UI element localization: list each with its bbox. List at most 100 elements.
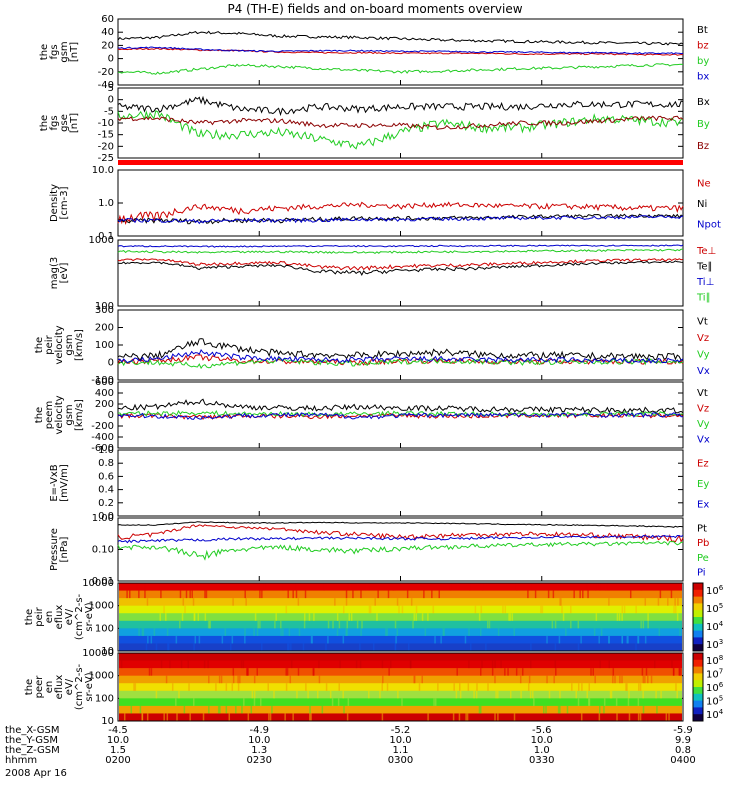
spectrogram-texture xyxy=(237,683,240,691)
legend-item: Vx xyxy=(697,366,710,377)
spectrogram-texture xyxy=(603,705,605,714)
spectrogram-texture xyxy=(247,713,250,721)
spectrogram-texture xyxy=(579,590,581,599)
spectrogram-texture xyxy=(191,590,193,599)
spectrogram-texture xyxy=(608,660,611,669)
y-tick-label: 0 xyxy=(108,358,114,369)
spectrogram-texture xyxy=(138,628,140,636)
spectrogram-texture xyxy=(356,583,358,591)
legend-item: Pt xyxy=(697,523,707,534)
panel-density: Density [cm-3] 10.0 1.0 0.1 Ne Ni Npot xyxy=(49,165,721,242)
spectrogram-texture xyxy=(309,713,311,721)
series-Vx xyxy=(117,411,684,420)
spectrogram-texture xyxy=(662,653,664,661)
colorbar-tick-label: 104 xyxy=(706,708,724,721)
spectrogram-texture xyxy=(392,583,395,591)
spectrogram-texture xyxy=(388,668,390,676)
spectrogram-texture xyxy=(480,668,482,676)
spectrogram-texture xyxy=(146,598,149,606)
spectrogram-texture xyxy=(291,653,293,661)
spectrogram-texture xyxy=(655,690,657,699)
colorbar-segment xyxy=(693,680,703,688)
spectrogram-texture xyxy=(638,683,640,691)
legend-item: Ni xyxy=(697,199,707,210)
spectrogram-texture xyxy=(261,590,263,599)
spectrogram-texture xyxy=(280,628,282,636)
spectrogram-texture xyxy=(165,613,167,621)
spectrogram-texture xyxy=(286,643,289,651)
spectrogram-texture xyxy=(312,668,314,676)
series-Vx xyxy=(117,349,684,364)
spectrogram-texture xyxy=(511,613,514,621)
spectrogram-texture xyxy=(588,698,591,706)
spectrogram-texture xyxy=(181,613,184,621)
legend-item: Pb xyxy=(697,538,709,549)
spectrogram-texture xyxy=(178,690,180,699)
spectrogram-texture xyxy=(296,690,298,699)
y-tick-label: -25 xyxy=(98,153,114,164)
spectrogram-texture xyxy=(530,660,532,669)
spectrogram-texture xyxy=(167,643,170,651)
legend-item: bz xyxy=(697,40,709,51)
spectrogram-texture xyxy=(192,598,195,606)
spectrogram-texture xyxy=(259,583,261,591)
spectrogram-texture xyxy=(185,590,188,599)
spectrogram-texture xyxy=(531,583,533,591)
legend-item: Vy xyxy=(697,349,710,360)
spectrogram-texture xyxy=(180,660,183,669)
spectrogram-texture xyxy=(598,583,601,591)
x-axis-row-label: the_X-GSM xyxy=(5,725,59,736)
legend-item: Vz xyxy=(697,333,709,344)
panel-frame xyxy=(117,449,684,517)
date-label: 2008 Apr 16 xyxy=(5,768,67,779)
spectrogram-texture xyxy=(554,643,557,651)
spectrogram-texture xyxy=(189,590,191,599)
legend-item: By xyxy=(697,119,710,130)
spectrogram-texture xyxy=(654,660,656,669)
x-axis-value: -4.5 xyxy=(108,725,128,736)
spectrogram-texture xyxy=(310,713,312,721)
spectrogram-texture xyxy=(621,635,624,644)
spectrogram-texture xyxy=(197,613,200,621)
spectrogram-texture xyxy=(645,668,648,676)
spectrogram-texture xyxy=(626,635,628,644)
spectrogram-texture xyxy=(575,690,578,699)
colorbar-segment xyxy=(693,623,703,632)
spectrogram-texture xyxy=(242,660,245,669)
y-axis-label: gsm xyxy=(64,334,75,355)
spectrogram-texture xyxy=(381,660,384,669)
spectrogram-texture xyxy=(488,620,491,629)
spectrogram-texture xyxy=(594,675,596,684)
spectrogram-texture xyxy=(561,605,563,614)
spectrogram-texture xyxy=(184,605,186,614)
spectrogram-texture xyxy=(548,690,551,699)
spectrogram-texture xyxy=(246,583,249,591)
spectrogram-texture xyxy=(434,698,437,706)
spectrogram-texture xyxy=(136,583,138,591)
spectrogram-texture xyxy=(275,613,277,621)
spectrogram-texture xyxy=(166,628,169,636)
panel-frame xyxy=(117,652,684,722)
spectrogram-texture xyxy=(302,643,305,651)
spectrogram-texture xyxy=(354,583,357,591)
spectrogram-texture xyxy=(166,643,169,651)
spectrogram-texture xyxy=(345,628,347,636)
spectrogram-texture xyxy=(626,683,628,691)
spectrogram-texture xyxy=(362,653,364,661)
spectrogram-texture xyxy=(169,660,171,669)
spectrogram-texture xyxy=(440,635,442,644)
y-tick-label: 10 xyxy=(101,716,114,727)
spectrogram-texture xyxy=(263,583,266,591)
spectrogram-texture xyxy=(497,690,499,699)
y-tick-label: -200 xyxy=(91,421,114,432)
spectrogram-texture xyxy=(147,635,149,644)
spectrogram-texture xyxy=(244,635,246,644)
spectrogram-texture xyxy=(431,653,433,661)
spectrogram-texture xyxy=(391,653,393,661)
y-axis-label: [eV] xyxy=(59,263,70,284)
spectrogram-texture xyxy=(637,698,640,706)
spectrogram-texture xyxy=(644,675,646,684)
y-axis-label: peer xyxy=(34,675,45,699)
spectrogram-texture xyxy=(253,698,256,706)
panel-efield: E=-VxB [mV/m] 1.0 0.8 0.6 0.4 0.2 0.0 Ez Ey Ex xyxy=(49,445,709,522)
